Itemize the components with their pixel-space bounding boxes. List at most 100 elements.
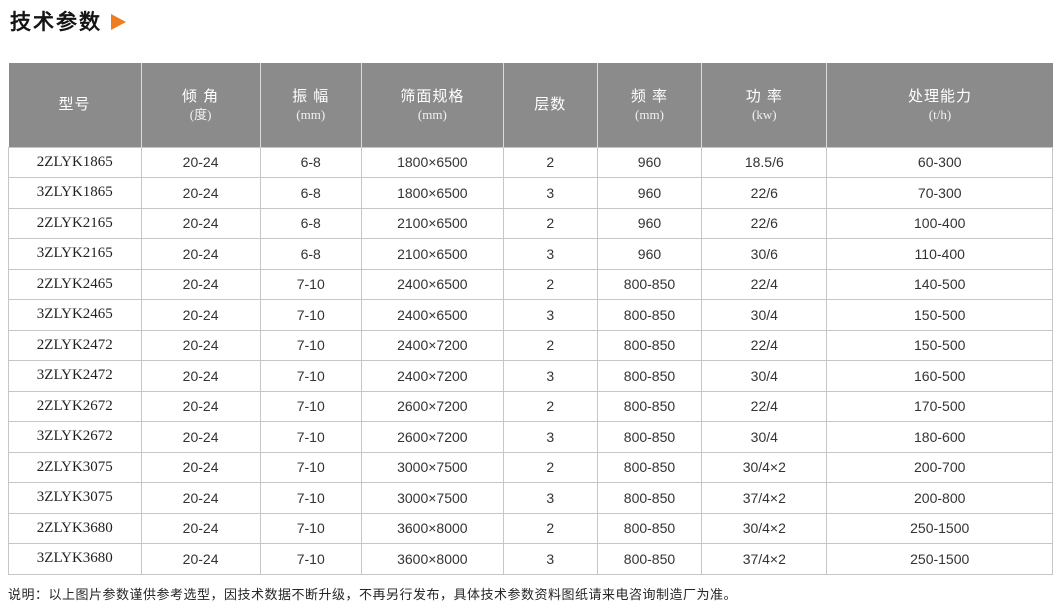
page-title: 技术参数 <box>10 11 102 34</box>
model-cell: 3ZLYK2165 <box>8 238 142 270</box>
table-cell: 20-24 <box>140 451 261 483</box>
table-cell: 1800×6500 <box>360 177 504 209</box>
table-cell: 150-500 <box>826 329 1053 361</box>
model-cell: 3ZLYK2672 <box>8 421 142 453</box>
model-cell: 2ZLYK2465 <box>8 268 142 300</box>
table-cell: 6-8 <box>259 238 362 270</box>
footnote: 说明：以上图片参数谨供参考选型，因技术数据不断升级，不再另行发布，具体技术参数资… <box>8 587 738 602</box>
model-cell: 2ZLYK1865 <box>8 146 142 178</box>
table-row: 3ZLYK2465 20-24 7-10 2400×6500 3 800-850 30/4 1… <box>8 299 1053 331</box>
column-label: 倾 角 <box>182 88 220 106</box>
table-cell: 30/4 <box>701 421 828 453</box>
section-title-bar: 技术参数 <box>10 6 126 36</box>
table-cell: 37/4×2 <box>701 482 828 514</box>
column-header: 振 幅 (mm) <box>259 63 362 147</box>
table-cell: 110-400 <box>826 238 1053 270</box>
table-cell: 2 <box>502 268 598 300</box>
table-cell: 3000×7500 <box>360 482 504 514</box>
table-cell: 800-850 <box>596 329 703 361</box>
table-cell: 6-8 <box>259 177 362 209</box>
model-cell: 3ZLYK3075 <box>8 482 142 514</box>
model-cell: 2ZLYK2672 <box>8 390 142 422</box>
table-cell: 100-400 <box>826 207 1053 239</box>
model-cell: 2ZLYK3680 <box>8 512 142 544</box>
table-row: 3ZLYK2472 20-24 7-10 2400×7200 3 800-850 30/4 1… <box>8 360 1053 392</box>
spec-table-header-row: 型号倾 角 (度) 振 幅 (mm) 筛面规格 (mm) 层数频 率 (mm) 功 率 (kw) 处… <box>8 63 1053 147</box>
table-cell: 2400×6500 <box>360 299 504 331</box>
table-row: 3ZLYK1865 20-24 6-8 1800×6500 3 960 22/6 70-300 <box>8 177 1053 209</box>
table-cell: 3 <box>502 543 598 575</box>
table-cell: 3 <box>502 482 598 514</box>
table-cell: 7-10 <box>259 268 362 300</box>
table-cell: 70-300 <box>826 177 1053 209</box>
table-cell: 20-24 <box>140 177 261 209</box>
table-cell: 7-10 <box>259 482 362 514</box>
table-cell: 20-24 <box>140 360 261 392</box>
model-cell: 3ZLYK3680 <box>8 543 142 575</box>
table-cell: 20-24 <box>140 268 261 300</box>
table-cell: 2 <box>502 207 598 239</box>
table-cell: 20-24 <box>140 238 261 270</box>
table-cell: 3600×8000 <box>360 512 504 544</box>
table-cell: 37/4×2 <box>701 543 828 575</box>
model-cell: 2ZLYK3075 <box>8 451 142 483</box>
table-row: 2ZLYK3075 20-24 7-10 3000×7500 2 800-850 30/4×… <box>8 451 1053 483</box>
table-cell: 960 <box>596 207 703 239</box>
table-cell: 7-10 <box>259 543 362 575</box>
table-cell: 250-1500 <box>826 543 1053 575</box>
table-row: 2ZLYK1865 20-24 6-8 1800×6500 2 960 18.5/6 60-3… <box>8 146 1053 178</box>
table-cell: 30/6 <box>701 238 828 270</box>
table-cell: 20-24 <box>140 299 261 331</box>
column-unit: (mm) <box>296 107 326 123</box>
arrow-right-icon <box>111 14 126 30</box>
table-cell: 7-10 <box>259 390 362 422</box>
table-cell: 20-24 <box>140 482 261 514</box>
column-unit: (mm) <box>635 107 664 123</box>
spec-table: 型号倾 角 (度) 振 幅 (mm) 筛面规格 (mm) 层数频 率 (mm) 功 率 (kw) 处… <box>8 63 1053 575</box>
table-cell: 3 <box>502 299 598 331</box>
table-cell: 30/4×2 <box>701 512 828 544</box>
column-header: 倾 角 (度) <box>140 63 261 147</box>
table-cell: 2100×6500 <box>360 238 504 270</box>
table-cell: 800-850 <box>596 390 703 422</box>
table-cell: 3 <box>502 238 598 270</box>
column-label: 筛面规格 <box>400 88 465 106</box>
table-row: 2ZLYK3680 20-24 7-10 3600×8000 2 800-850 30/4×… <box>8 512 1053 544</box>
model-cell: 2ZLYK2472 <box>8 329 142 361</box>
table-cell: 800-850 <box>596 360 703 392</box>
model-cell: 3ZLYK1865 <box>8 177 142 209</box>
column-header: 频 率 (mm) <box>596 63 702 147</box>
table-cell: 20-24 <box>140 207 261 239</box>
table-cell: 7-10 <box>259 360 362 392</box>
column-header: 处理能力 (t/h) <box>826 63 1053 147</box>
model-cell: 3ZLYK2465 <box>8 299 142 331</box>
table-cell: 800-850 <box>596 512 703 544</box>
spec-table-body: 2ZLYK1865 20-24 6-8 1800×6500 2 960 18.5/6 60-3… <box>8 146 1053 575</box>
table-cell: 30/4×2 <box>701 451 828 483</box>
table-cell: 2 <box>502 329 598 361</box>
table-cell: 3 <box>502 421 598 453</box>
table-cell: 3000×7500 <box>360 451 504 483</box>
column-label: 型号 <box>58 96 91 114</box>
table-row: 2ZLYK2465 20-24 7-10 2400×6500 2 800-850 22/4 1… <box>8 268 1053 300</box>
table-row: 3ZLYK3075 20-24 7-10 3000×7500 3 800-850 37/4×… <box>8 482 1053 514</box>
table-cell: 2 <box>502 451 598 483</box>
table-cell: 800-850 <box>596 543 703 575</box>
table-cell: 200-700 <box>826 451 1053 483</box>
table-cell: 150-500 <box>826 299 1053 331</box>
table-cell: 22/6 <box>701 207 828 239</box>
table-cell: 7-10 <box>259 329 362 361</box>
model-cell: 3ZLYK2472 <box>8 360 142 392</box>
table-row: 3ZLYK3680 20-24 7-10 3600×8000 3 800-850 37/4×… <box>8 543 1053 575</box>
column-header: 功 率 (kw) <box>701 63 827 147</box>
table-cell: 2400×7200 <box>360 329 504 361</box>
table-cell: 960 <box>596 146 703 178</box>
column-unit: (度) <box>189 107 212 123</box>
table-cell: 20-24 <box>140 329 261 361</box>
column-unit: (kw) <box>752 107 777 123</box>
table-cell: 7-10 <box>259 299 362 331</box>
table-cell: 3 <box>502 360 598 392</box>
table-cell: 2 <box>502 390 598 422</box>
table-cell: 2 <box>502 146 598 178</box>
